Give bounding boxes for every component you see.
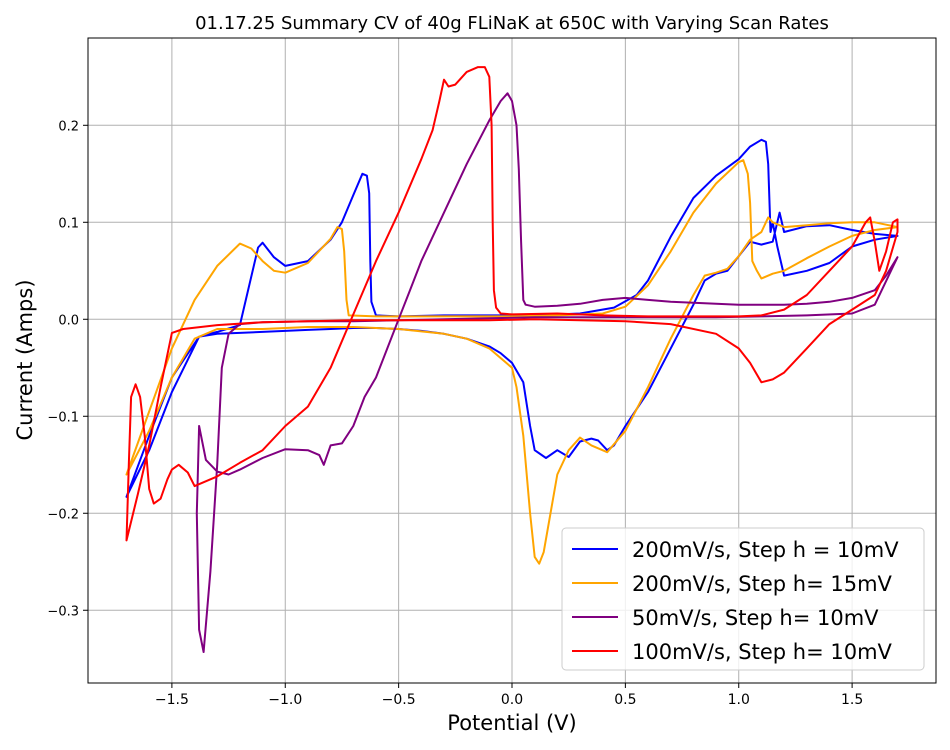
series-layer (125, 66, 899, 653)
legend: 200mV/s, Step h = 10mV 200mV/s, Step h= 1… (561, 527, 925, 671)
x-axis-label: Potential (V) (447, 711, 576, 735)
x-axis-ticks: −1.5 −1.0 −0.5 0.0 0.5 1.0 1.5 (155, 683, 863, 708)
x-tick-label: −0.5 (382, 692, 416, 708)
x-tick-label: 1.0 (728, 692, 750, 708)
y-tick-label: −0.2 (47, 507, 79, 522)
legend-box (561, 527, 925, 671)
x-tick-label: 0.5 (614, 692, 636, 708)
y-axis-label: Current (Amps) (13, 279, 37, 440)
x-tick-label: 0.0 (501, 692, 523, 708)
y-tick-label: 0.2 (58, 119, 79, 134)
series-line-2 (125, 159, 899, 565)
series-line-4 (125, 66, 899, 542)
y-tick-label: −0.3 (47, 604, 79, 619)
y-tick-label: 0.0 (58, 313, 79, 328)
legend-label: 100mV/s, Step h= 10mV (632, 640, 893, 664)
legend-label: 200mV/s, Step h= 15mV (632, 572, 893, 596)
legend-label: 50mV/s, Step h= 10mV (632, 606, 879, 630)
chart-title: 01.17.25 Summary CV of 40g FLiNaK at 650… (195, 13, 829, 34)
y-axis-ticks: −0.3 −0.2 −0.1 0.0 0.1 0.2 (47, 119, 88, 619)
x-tick-label: 1.5 (841, 692, 863, 708)
x-tick-label: −1.0 (268, 692, 302, 708)
legend-label: 200mV/s, Step h = 10mV (632, 538, 899, 562)
x-tick-label: −1.5 (155, 692, 189, 708)
y-tick-label: 0.1 (58, 216, 79, 231)
y-tick-label: −0.1 (47, 410, 79, 425)
